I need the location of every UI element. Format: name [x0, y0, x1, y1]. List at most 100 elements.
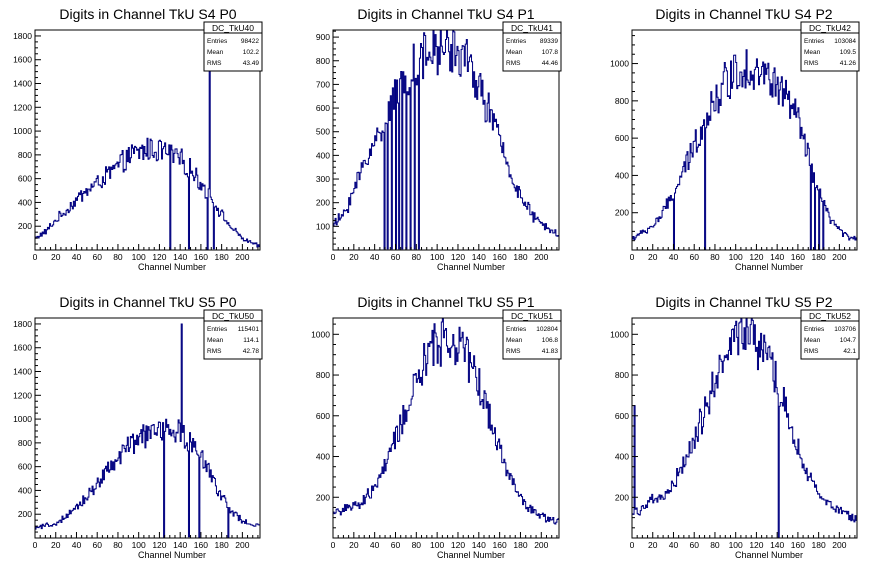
chart-title: Digits in Channel TkU S5 P0	[59, 294, 236, 310]
x-tick-label: 20	[648, 252, 658, 262]
y-tick-label: 400	[615, 170, 629, 180]
x-tick-label: 160	[493, 252, 507, 262]
x-axis-label: Channel Number	[138, 262, 206, 272]
x-tick-label: 80	[113, 540, 123, 550]
y-tick-label: 1000	[610, 329, 629, 339]
y-tick-label: 800	[18, 150, 32, 160]
x-tick-label: 0	[630, 540, 635, 550]
stats-value-mean: 114.1	[243, 337, 259, 344]
y-tick-label: 600	[18, 174, 32, 184]
x-tick-label: 120	[451, 540, 465, 550]
plot-frame	[34, 317, 261, 539]
plot-frame	[332, 317, 560, 539]
x-tick-label: 180	[215, 252, 229, 262]
stats-value-mean: 106.8	[542, 337, 559, 344]
y-tick-label: 1000	[13, 414, 32, 424]
y-tick-label: 1000	[610, 59, 629, 69]
y-tick-label: 1400	[13, 367, 32, 377]
x-tick-label: 160	[791, 540, 805, 550]
x-tick-label: 140	[472, 540, 486, 550]
y-tick-label: 1000	[311, 329, 330, 339]
x-tick-label: 180	[215, 540, 229, 550]
x-tick-label: 100	[430, 540, 444, 550]
x-tick-label: 200	[832, 540, 846, 550]
x-tick-label: 160	[791, 252, 805, 262]
y-tick-label: 1800	[13, 31, 32, 41]
stats-label-mean: Mean	[207, 49, 224, 56]
y-tick-label: 600	[18, 462, 32, 472]
stats-name: DC_TkU51	[511, 311, 553, 321]
x-tick-label: 100	[729, 540, 743, 550]
stats-value-entries: 102804	[536, 326, 558, 333]
x-tick-label: 100	[729, 252, 743, 262]
x-tick-label: 40	[72, 252, 82, 262]
chart-title: Digits in Channel TkU S5 P2	[655, 294, 832, 310]
y-tick-label: 400	[316, 452, 330, 462]
y-tick-label: 1200	[13, 102, 32, 112]
x-tick-label: 60	[391, 540, 401, 550]
stats-label-rms: RMS	[506, 348, 521, 355]
chart-title: Digits in Channel TkU S4 P1	[357, 6, 534, 22]
histogram-series	[632, 49, 857, 250]
x-tick-label: 80	[710, 540, 720, 550]
x-tick-label: 60	[391, 252, 401, 262]
stats-label-mean: Mean	[804, 49, 821, 56]
histogram-pad-5: Digits in Channel TkU S5 P1 0 20 40 60 80 100 1…	[311, 294, 562, 560]
y-tick-label: 400	[18, 197, 32, 207]
chart-title: Digits in Channel TkU S4 P0	[59, 6, 236, 22]
x-tick-label: 140	[770, 540, 784, 550]
x-tick-label: 0	[331, 252, 336, 262]
plot-frame	[631, 29, 858, 251]
stats-label-rms: RMS	[207, 348, 222, 355]
plot-frame	[631, 317, 858, 539]
histogram-pad-2: Digits in Channel TkU S4 P1 0 20 40 60 80 100 1…	[316, 6, 562, 272]
x-tick-label: 40	[370, 540, 380, 550]
y-tick-label: 100	[316, 221, 330, 231]
y-tick-label: 600	[316, 103, 330, 113]
histogram-pad-4: Digits in Channel TkU S5 P0 0 20 40 60 80 100 1…	[13, 294, 263, 560]
y-tick-label: 300	[316, 174, 330, 184]
x-tick-label: 20	[51, 540, 61, 550]
stats-value-entries: 115401	[238, 326, 260, 333]
x-tick-label: 100	[430, 252, 444, 262]
x-tick-label: 20	[349, 540, 359, 550]
x-tick-label: 80	[710, 252, 720, 262]
x-tick-label: 60	[92, 252, 102, 262]
y-tick-label: 200	[615, 492, 629, 502]
histogram-pad-6: Digits in Channel TkU S5 P2 0 20 40 60 80 100 1…	[610, 294, 860, 560]
stats-value-rms: 43.49	[243, 60, 260, 67]
y-tick-label: 400	[18, 485, 32, 495]
y-tick-label: 1200	[13, 390, 32, 400]
stats-name: DC_TkU42	[809, 23, 851, 33]
stats-label-mean: Mean	[506, 337, 523, 344]
x-tick-label: 20	[51, 252, 61, 262]
x-tick-label: 140	[173, 540, 187, 550]
y-tick-label: 200	[316, 492, 330, 502]
x-tick-label: 120	[451, 252, 465, 262]
x-tick-label: 180	[812, 252, 826, 262]
x-tick-label: 140	[770, 252, 784, 262]
stats-label-mean: Mean	[506, 49, 523, 56]
stats-value-mean: 104.7	[840, 337, 857, 344]
x-axis-label: Channel Number	[735, 550, 803, 560]
x-axis-label: Channel Number	[138, 550, 206, 560]
x-tick-label: 200	[534, 252, 548, 262]
stats-label-rms: RMS	[804, 348, 819, 355]
stats-value-entries: 103084	[834, 38, 856, 45]
y-tick-label: 800	[316, 370, 330, 380]
stats-box	[800, 21, 860, 72]
x-tick-label: 80	[412, 540, 422, 550]
y-tick-label: 200	[316, 198, 330, 208]
x-tick-label: 60	[689, 540, 699, 550]
stats-value-rms: 41.83	[542, 348, 559, 355]
histogram-series	[333, 318, 559, 538]
histogram-series	[333, 30, 559, 250]
x-tick-label: 160	[194, 252, 208, 262]
chart-title: Digits in Channel TkU S5 P1	[357, 294, 534, 310]
x-tick-label: 200	[832, 252, 846, 262]
stats-value-entries: 89339	[540, 38, 558, 45]
x-tick-label: 80	[412, 252, 422, 262]
histogram-series	[632, 318, 857, 538]
y-tick-label: 1400	[13, 79, 32, 89]
